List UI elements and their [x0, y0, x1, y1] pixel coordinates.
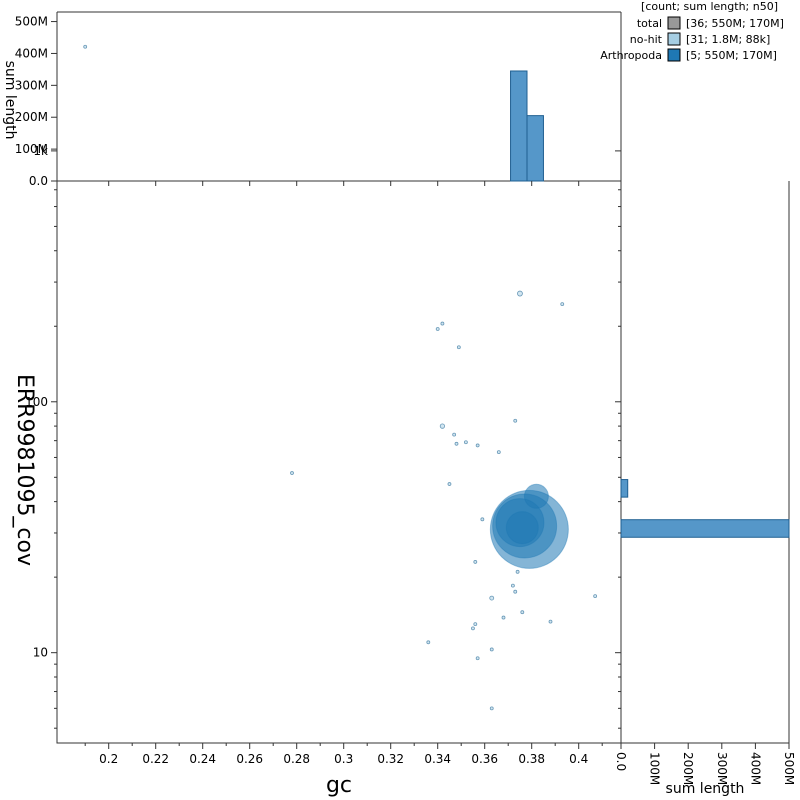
no-hit-point [520, 610, 525, 615]
x-tick-label: 0.28 [283, 752, 310, 766]
no-hit-point [513, 418, 518, 423]
no-hit-point [290, 471, 294, 475]
x-axis-title: gc [326, 773, 352, 798]
legend-stats-total: [36; 550M; 170M] [686, 17, 784, 30]
top-hist-tick-label: 500M [15, 15, 48, 29]
no-hit-point [473, 560, 478, 564]
right-hist-tick-label: 100M [648, 752, 662, 785]
top-hist-tick-label: 200M [15, 110, 48, 124]
no-hit-point [83, 44, 88, 49]
right-hist-tick-label: 200M [681, 752, 695, 785]
top-hist-y-title: sum length [2, 61, 18, 140]
x-tick-label: 0.32 [377, 752, 404, 766]
no-hit-point [593, 594, 598, 599]
x-tick-label: 0.26 [236, 752, 263, 766]
no-hit-point [435, 327, 440, 331]
right-hist-x-title: sum length [666, 781, 745, 797]
no-hit-point [426, 640, 431, 645]
no-hit-point [489, 647, 494, 652]
y-axis-title: ERR9981095_cov [12, 374, 37, 566]
legend-header: [count; sum length; n50] [641, 0, 778, 13]
no-hit-point [454, 441, 459, 446]
y-tick-label: 1k [33, 144, 48, 158]
no-hit-point [489, 595, 495, 601]
y-tick-label: 100 [25, 395, 48, 409]
no-hit-point [496, 450, 501, 455]
no-hit-point [548, 619, 553, 624]
top-hist-tick-label: 400M [15, 46, 48, 60]
no-hit-point [473, 622, 478, 626]
y-tick-label: 10 [33, 646, 48, 660]
no-hit-point [463, 440, 468, 445]
right-hist-tick-label: 400M [748, 752, 762, 785]
no-hit-point [501, 615, 506, 620]
arthropoda-point [505, 511, 539, 545]
x-tick-label: 0.3 [334, 752, 353, 766]
no-hit-point [480, 517, 485, 522]
no-hit-point [515, 569, 520, 574]
legend-stats-arthropoda: [5; 550M; 170M] [686, 49, 777, 62]
top-histogram-bar [510, 70, 528, 182]
right-hist-tick-label: 300M [715, 752, 729, 785]
scatter-frame [56, 180, 622, 744]
x-tick-label: 0.36 [471, 752, 498, 766]
no-hit-point [517, 290, 523, 297]
legend-label-no-hit: no-hit [630, 33, 663, 46]
no-hit-point [471, 626, 475, 631]
legend-label-arthropoda: Arthropoda [600, 49, 662, 62]
right-hist-tick-label: 500M [782, 752, 796, 785]
legend-stats-no-hit: [31; 1.8M; 88k] [686, 33, 770, 46]
right-hist-tick-label: 0.0 [614, 752, 628, 771]
legend-swatch-arthropoda [667, 48, 681, 62]
x-tick-label: 0.22 [142, 752, 169, 766]
x-tick-label: 0.4 [569, 752, 588, 766]
no-hit-point [511, 583, 515, 588]
x-tick-label: 0.24 [189, 752, 216, 766]
top-hist-tick-label: 100M [15, 142, 48, 156]
legend-label-total: total [637, 17, 662, 30]
top-hist-tick-label: 300M [15, 78, 48, 92]
legend: [count; sum length; n50] total [36; 550M… [600, 0, 784, 62]
no-hit-point [513, 589, 518, 594]
no-hit-point [452, 432, 457, 437]
no-hit-point [475, 443, 480, 448]
right-histogram-bar [620, 479, 629, 498]
no-hit-point [439, 423, 445, 429]
no-hit-point [440, 321, 445, 326]
no-hit-point [560, 302, 565, 307]
top-histogram-bar [526, 115, 544, 182]
x-tick-label: 0.2 [99, 752, 118, 766]
x-tick-label: 0.34 [424, 752, 451, 766]
no-hit-point [489, 706, 494, 711]
right-histogram-bar [620, 519, 790, 538]
legend-swatch-no-hit [667, 32, 681, 46]
legend-swatch-total [667, 16, 681, 30]
arthropoda-point [523, 483, 549, 509]
no-hit-point [447, 482, 452, 486]
x-tick-label: 0.38 [518, 752, 545, 766]
no-hit-point [456, 345, 461, 350]
top-hist-tick-label: 0.0 [29, 174, 48, 188]
no-hit-point [475, 656, 480, 661]
